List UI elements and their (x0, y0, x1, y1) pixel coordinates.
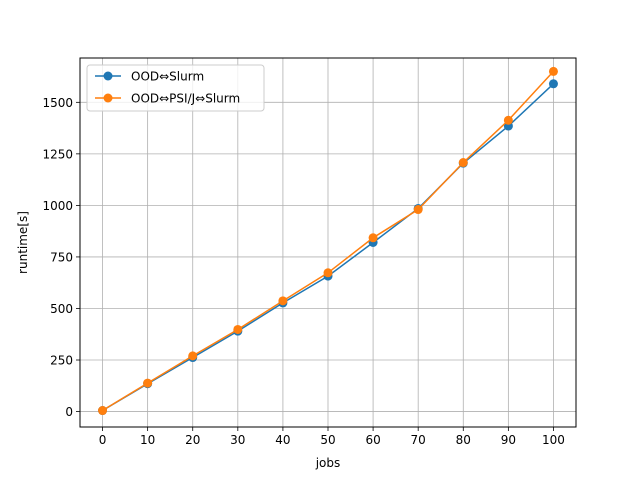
y-axis-label: runtime[s] (16, 211, 30, 274)
data-point-series-2 (143, 378, 153, 388)
x-tick-label: 40 (275, 433, 290, 447)
x-tick-label: 100 (542, 433, 565, 447)
data-point-series-2 (233, 324, 243, 334)
y-tick-label: 500 (50, 302, 73, 316)
x-axis-label: jobs (315, 456, 341, 470)
x-tick-label: 70 (411, 433, 426, 447)
legend-marker-series-2 (103, 93, 113, 103)
x-tick-label: 30 (230, 433, 245, 447)
x-tick-label: 50 (320, 433, 335, 447)
legend-label-series-2: OOD⇔PSI/J⇔Slurm (131, 92, 240, 106)
data-point-series-2 (368, 233, 378, 243)
x-axis: 0 10 20 30 40 50 60 70 80 90 100 (99, 427, 565, 447)
x-tick-label: 10 (140, 433, 155, 447)
series-layer (98, 66, 558, 416)
legend-marker-series-1 (103, 71, 113, 81)
x-tick-label: 0 (99, 433, 107, 447)
data-point-series-2 (188, 351, 198, 361)
data-point-series-2 (413, 205, 423, 215)
y-tick-label: 1000 (42, 199, 73, 213)
y-tick-label: 1500 (42, 96, 73, 110)
y-tick-label: 1250 (42, 147, 73, 161)
data-point-series-2 (503, 115, 513, 125)
grid-lines (80, 58, 576, 427)
x-tick-label: 90 (501, 433, 516, 447)
x-tick-label: 20 (185, 433, 200, 447)
y-axis: 0 250 500 750 1000 1250 1500 (42, 96, 80, 419)
legend-label-series-1: OOD⇔Slurm (131, 70, 204, 84)
legend-box (86, 64, 265, 112)
x-tick-label: 80 (456, 433, 471, 447)
data-point-series-1 (548, 79, 558, 89)
x-tick-label: 60 (365, 433, 380, 447)
y-tick-label: 250 (50, 354, 73, 368)
data-point-series-2 (278, 296, 288, 306)
data-point-series-2 (98, 406, 108, 416)
y-tick-label: 0 (65, 405, 73, 419)
data-point-series-2 (458, 158, 468, 168)
legend: OOD⇔Slurm OOD⇔PSI/J⇔Slurm (86, 64, 265, 112)
y-tick-label: 750 (50, 250, 73, 264)
data-point-series-2 (323, 268, 333, 278)
data-point-series-2 (548, 66, 558, 76)
